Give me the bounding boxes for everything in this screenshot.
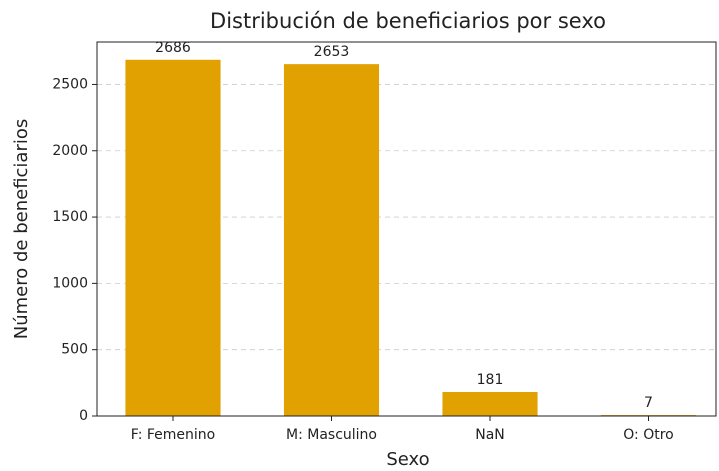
x-tick-label: F: Femenino	[131, 427, 216, 443]
y-tick-label: 2500	[52, 76, 88, 92]
plot-frame	[96, 41, 717, 417]
x-tick-label: NaN	[475, 427, 505, 443]
value-label: 2686	[155, 40, 191, 56]
x-tick-label: O: Otro	[623, 427, 673, 443]
x-tick-label: M: Masculino	[286, 427, 377, 443]
value-label: 7	[644, 395, 653, 411]
bar	[125, 59, 221, 416]
y-axis-title: Número de beneficiarios	[11, 119, 32, 339]
x-axis-title: Sexo	[386, 449, 429, 470]
value-label: 181	[477, 372, 504, 388]
y-tick-label: 0	[79, 408, 88, 424]
bar	[442, 391, 538, 416]
value-label: 2653	[314, 44, 350, 60]
chart-title: Distribución de beneficiarios por sexo	[210, 9, 606, 33]
y-tick-label: 500	[61, 342, 88, 358]
y-tick-label: 1500	[52, 209, 88, 225]
bar	[283, 64, 380, 416]
y-tick-label: 2000	[52, 143, 88, 159]
y-tick-label: 1000	[52, 275, 88, 291]
